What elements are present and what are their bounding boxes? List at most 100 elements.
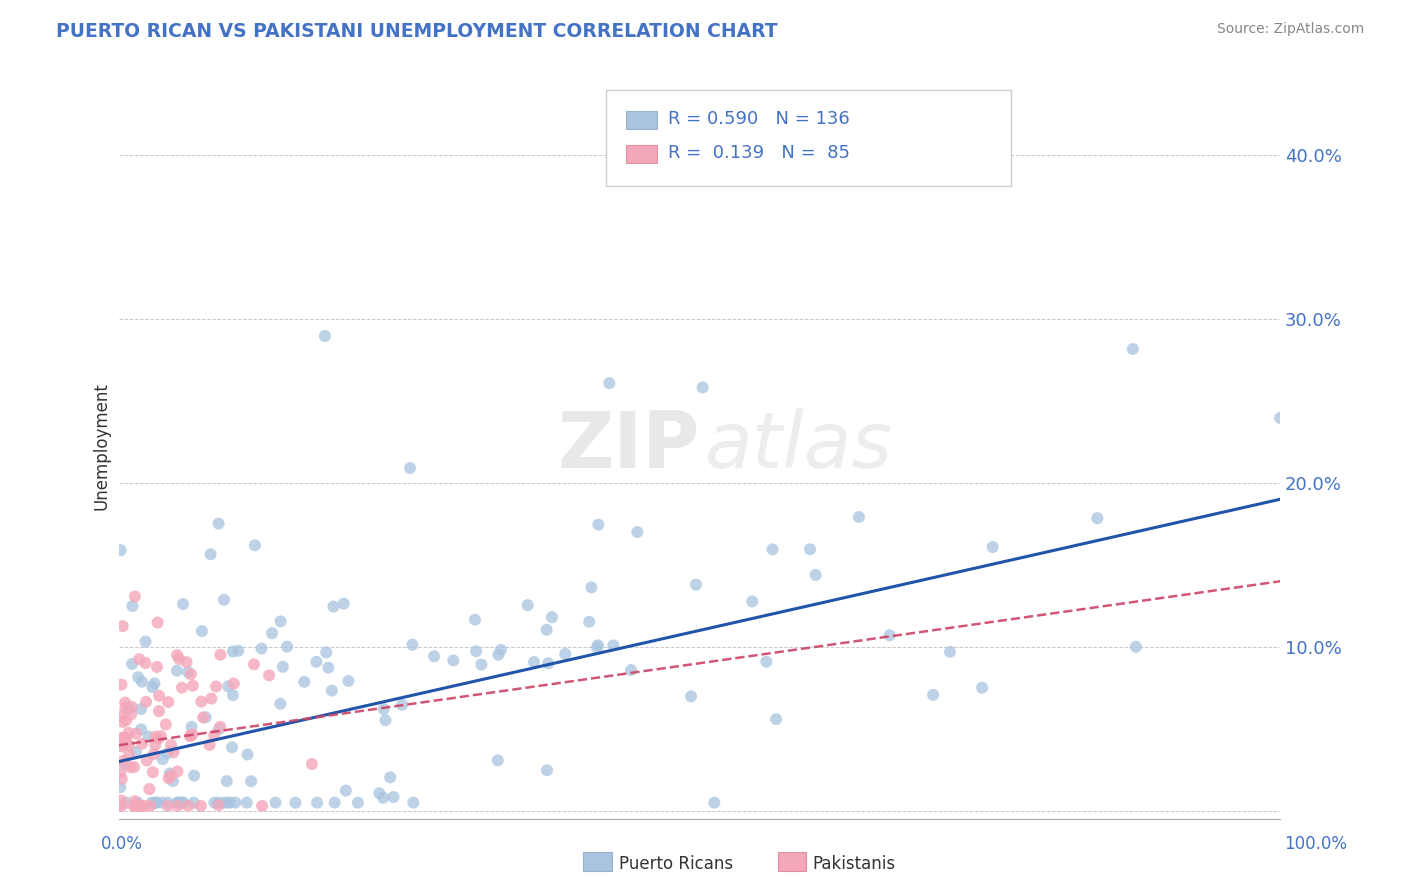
Text: 0.0%: 0.0%	[101, 835, 143, 853]
Point	[270, 615, 292, 629]
Point	[588, 517, 610, 532]
Text: Puerto Ricans: Puerto Ricans	[619, 855, 733, 872]
Point	[142, 747, 165, 761]
Point	[131, 737, 153, 751]
Point	[179, 729, 201, 743]
Point	[465, 644, 488, 658]
Point	[114, 731, 136, 745]
Point	[177, 798, 200, 813]
Point	[486, 753, 509, 767]
Point	[423, 649, 446, 664]
Point	[129, 702, 152, 716]
Point	[207, 516, 229, 531]
Point	[111, 714, 134, 729]
Point	[1268, 411, 1291, 425]
Point	[114, 701, 136, 715]
Point	[131, 674, 153, 689]
Point	[489, 643, 512, 657]
Point	[264, 796, 287, 810]
Point	[373, 702, 395, 716]
Point	[134, 656, 156, 670]
Point	[170, 796, 193, 810]
Point	[124, 794, 146, 808]
Point	[172, 597, 194, 611]
Point	[208, 798, 231, 813]
Point	[141, 680, 163, 694]
Point	[124, 590, 146, 604]
Point	[141, 796, 163, 810]
Point	[243, 538, 266, 552]
Point	[146, 660, 169, 674]
Point	[111, 739, 134, 754]
Text: ZIP: ZIP	[557, 408, 699, 484]
Point	[221, 740, 243, 755]
Point	[115, 713, 138, 727]
Point	[305, 655, 328, 669]
Point	[111, 731, 134, 745]
Point	[243, 657, 266, 672]
Point	[181, 679, 204, 693]
Point	[167, 796, 190, 810]
Point	[135, 695, 157, 709]
Point	[441, 653, 464, 667]
Point	[215, 774, 238, 789]
Point	[150, 796, 173, 810]
Point	[190, 798, 212, 813]
Point	[269, 697, 291, 711]
Point	[799, 542, 821, 557]
Text: atlas: atlas	[706, 408, 893, 484]
Point	[120, 760, 142, 774]
Point	[127, 670, 149, 684]
Point	[202, 728, 225, 742]
Point	[128, 798, 150, 813]
Point	[115, 796, 138, 810]
Point	[115, 732, 138, 747]
Point	[198, 738, 221, 752]
Point	[146, 615, 169, 630]
Point	[122, 798, 145, 813]
Point	[180, 720, 202, 734]
Point	[145, 796, 167, 810]
Point	[318, 661, 340, 675]
Point	[143, 676, 166, 690]
Point	[209, 720, 232, 734]
Point	[190, 695, 212, 709]
Point	[138, 782, 160, 797]
Point	[159, 766, 181, 780]
Point	[209, 648, 232, 662]
Point	[217, 679, 239, 693]
Point	[143, 738, 166, 752]
Point	[224, 796, 246, 810]
Point	[402, 796, 425, 810]
Point	[581, 580, 603, 594]
Point	[149, 729, 172, 743]
Point	[486, 648, 509, 662]
Point	[200, 691, 222, 706]
Point	[922, 688, 945, 702]
Text: Pakistanis: Pakistanis	[813, 855, 896, 872]
Point	[162, 745, 184, 759]
Point	[464, 613, 486, 627]
Point	[117, 702, 139, 716]
Point	[138, 730, 160, 744]
Point	[222, 644, 245, 658]
Point	[114, 696, 136, 710]
Point	[200, 547, 222, 561]
Point	[110, 739, 132, 753]
Point	[167, 652, 190, 666]
Point	[120, 707, 142, 722]
Point	[172, 796, 194, 810]
Point	[118, 747, 141, 762]
Point	[765, 712, 787, 726]
Point	[391, 698, 413, 712]
Point	[741, 594, 763, 608]
Point	[399, 461, 422, 475]
Point	[121, 599, 143, 613]
Point	[321, 683, 343, 698]
Point	[257, 668, 280, 682]
Point	[218, 796, 240, 810]
Point	[166, 764, 188, 779]
Point	[516, 598, 538, 612]
Point	[115, 736, 138, 750]
Point	[183, 769, 205, 783]
